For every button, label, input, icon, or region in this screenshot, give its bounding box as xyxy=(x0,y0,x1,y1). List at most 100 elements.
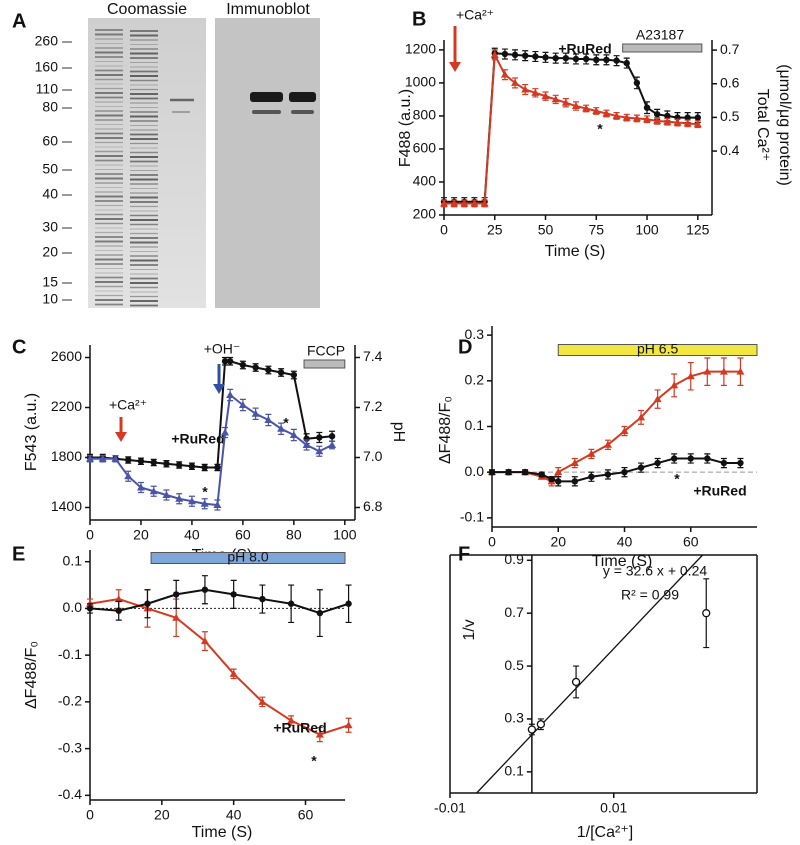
fit-line xyxy=(476,554,704,794)
x-tick-label: 50 xyxy=(538,222,554,238)
annotation: * xyxy=(597,121,603,137)
marker xyxy=(686,372,695,380)
series-label: +RuRed xyxy=(273,720,326,736)
marker xyxy=(328,433,336,440)
gel-title: Immunoblot xyxy=(226,1,310,18)
marker xyxy=(703,367,712,375)
series-line xyxy=(492,370,741,483)
marker xyxy=(637,464,645,471)
marker xyxy=(542,54,549,61)
arrow-head xyxy=(213,384,225,394)
marker xyxy=(654,459,661,467)
marker xyxy=(603,56,610,64)
y2-tick-label: 6.8 xyxy=(363,498,383,514)
marker xyxy=(172,613,181,621)
marker xyxy=(511,51,519,59)
x-tick-label: 20 xyxy=(154,807,170,823)
x-tick-label: 100 xyxy=(333,527,357,543)
marker xyxy=(561,98,570,106)
y-tick-label: -0.3 xyxy=(58,739,82,755)
marker xyxy=(622,113,631,121)
marker xyxy=(522,52,529,59)
marker xyxy=(111,454,120,462)
y-tick-label: 2200 xyxy=(51,398,82,414)
mw-label: 60 xyxy=(42,133,58,149)
marker xyxy=(541,92,550,100)
y-tick-label: 1200 xyxy=(405,41,436,57)
marker xyxy=(736,367,745,375)
marker xyxy=(470,199,479,207)
marker xyxy=(137,458,145,465)
y-tick-label: -0.1 xyxy=(58,646,82,662)
marker xyxy=(653,116,662,124)
marker xyxy=(511,78,520,86)
marker xyxy=(582,55,590,63)
marker xyxy=(683,119,692,127)
series-line xyxy=(89,598,349,736)
x-axis-label: Time (S) xyxy=(545,243,606,260)
marker xyxy=(490,50,499,58)
arrow-head xyxy=(115,432,127,442)
marker xyxy=(582,104,591,112)
y-tick-label: -0.1 xyxy=(460,509,484,525)
marker xyxy=(536,720,546,729)
marker xyxy=(637,413,646,421)
mw-label: 50 xyxy=(42,161,58,177)
y2-tick-label: 0.6 xyxy=(720,74,740,90)
y2-tick-label: 0.4 xyxy=(720,142,740,158)
marker xyxy=(531,88,540,96)
mw-label: 110 xyxy=(36,81,59,97)
annotation: * xyxy=(283,415,289,431)
marker xyxy=(643,104,651,111)
y-axis-label: ΔF488/F₀ xyxy=(23,641,40,709)
y2-axis-label: (μmol/μg protein) xyxy=(776,64,793,186)
marker xyxy=(500,70,509,78)
x-axis-label: Time (S) xyxy=(592,553,653,570)
treatment-bar xyxy=(557,344,758,356)
marker xyxy=(613,57,620,64)
marker xyxy=(693,120,702,128)
chart-panel: F-0.01 0.010.10.30.50.70.91/[Ca²⁺]1/vy = … xyxy=(434,543,758,841)
marker xyxy=(264,416,273,423)
y-tick-label: 1400 xyxy=(51,498,82,514)
y-tick-label: 0.1 xyxy=(63,552,83,568)
x-tick-label: 80 xyxy=(286,527,302,543)
x-tick-label: 25 xyxy=(487,222,503,238)
marker xyxy=(623,59,630,67)
mw-label: 80 xyxy=(42,99,58,115)
marker xyxy=(737,459,744,467)
marker xyxy=(149,487,158,495)
x-tick-label: 125 xyxy=(686,222,710,238)
marker xyxy=(593,56,600,64)
mw-label: 10 xyxy=(42,291,58,307)
x-tick-label: 60 xyxy=(683,534,699,550)
x-tick-label: 40 xyxy=(226,807,242,823)
x-tick-label: 60 xyxy=(235,527,251,543)
y2-axis-label: Total Ca²⁺ xyxy=(754,89,771,161)
marker xyxy=(694,114,701,121)
marker xyxy=(258,697,267,705)
mw-label: 15 xyxy=(42,274,58,290)
annotation: * xyxy=(311,753,317,769)
series-line xyxy=(492,457,741,483)
marker xyxy=(653,395,662,403)
marker xyxy=(460,199,469,207)
marker xyxy=(251,409,260,417)
annotation: +OH⁻ xyxy=(204,341,241,357)
marker xyxy=(670,455,678,462)
x-tick-label: 20 xyxy=(133,527,149,543)
marker xyxy=(136,483,145,491)
marker xyxy=(221,358,229,365)
marker xyxy=(570,459,579,467)
marker xyxy=(150,459,157,466)
marker xyxy=(571,677,581,687)
marker xyxy=(187,497,196,505)
series-line xyxy=(444,52,698,203)
marker xyxy=(200,499,209,507)
y-tick-label: 0.9 xyxy=(504,551,524,567)
panel-letter: D xyxy=(458,336,472,358)
annotation: R² = 0.99 xyxy=(621,587,679,603)
marker xyxy=(277,424,286,432)
marker xyxy=(653,111,661,118)
marker xyxy=(687,455,694,462)
